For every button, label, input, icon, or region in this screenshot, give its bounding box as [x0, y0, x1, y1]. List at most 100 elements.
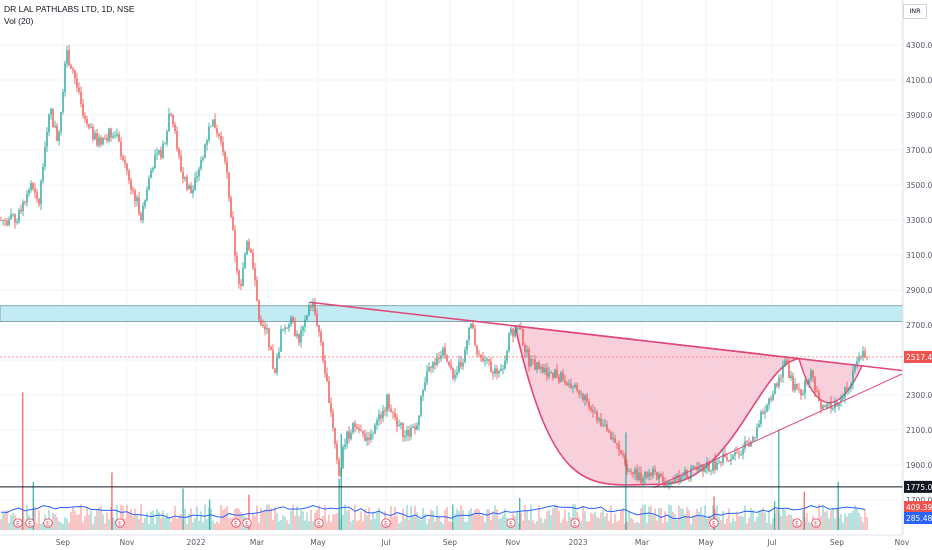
- volume-bar: [542, 522, 544, 530]
- candle-body: [276, 357, 278, 373]
- candle-body: [220, 135, 222, 142]
- candle-body: [832, 408, 834, 410]
- volume-bar: [84, 516, 86, 530]
- candle-body: [158, 150, 160, 154]
- volume-indicator-label[interactable]: Vol (20): [4, 16, 34, 26]
- candle-body: [162, 143, 164, 158]
- candle-body: [228, 172, 230, 198]
- candle-body: [576, 384, 578, 391]
- volume-bar: [106, 512, 108, 530]
- volume-bar: [304, 520, 306, 530]
- candle-body: [154, 154, 156, 169]
- last-price-badge-bg: [904, 350, 932, 363]
- price-axis[interactable]: 4300.00 4100.00 3900.00 3700.00 3500.00 3300.…: [902, 0, 932, 535]
- volume-bar: [846, 516, 848, 530]
- volume-bar: [708, 515, 710, 530]
- resistance-trendline: [309, 301, 903, 372]
- price-tick-label: 2700.00: [906, 321, 932, 330]
- candle-body: [694, 466, 696, 468]
- candle-body: [272, 349, 274, 369]
- volume-bar: [298, 515, 300, 530]
- candle-body: [500, 368, 502, 371]
- candle-body: [98, 137, 100, 146]
- candle-body: [812, 370, 814, 378]
- support-trendline: [653, 373, 903, 489]
- time-tick-label: 2022: [186, 538, 205, 547]
- volume-bar: [854, 505, 856, 530]
- candle-body: [32, 182, 34, 190]
- volume-bar: [590, 512, 592, 530]
- candle-body: [564, 380, 566, 383]
- candle-body: [632, 471, 634, 475]
- volume-bar: [628, 511, 630, 530]
- candle-body: [750, 441, 752, 447]
- volume-bar: [434, 521, 436, 530]
- volume-bar: [824, 512, 826, 530]
- volume-bar: [360, 511, 362, 530]
- candle-body: [42, 166, 44, 181]
- volume-bar: [803, 491, 806, 530]
- candle-body: [122, 156, 124, 161]
- candle-body: [150, 170, 152, 179]
- candle-body: [52, 108, 54, 128]
- candle-body: [202, 158, 204, 161]
- candle-body: [798, 388, 800, 390]
- volume-badge-bg: [904, 501, 932, 513]
- volume-bar: [228, 518, 230, 530]
- candle-body: [572, 387, 574, 389]
- candle-body: [468, 327, 470, 341]
- time-tick-label: May: [310, 538, 326, 547]
- volume-bar: [556, 505, 558, 530]
- volume-bar: [562, 518, 564, 530]
- volume-bar: [190, 508, 192, 530]
- price-tick-label: 1700.00: [906, 496, 932, 505]
- candle-body: [156, 153, 158, 155]
- candle-body: [682, 475, 684, 477]
- volume-bar: [625, 432, 627, 530]
- candle-body: [298, 334, 300, 343]
- candle-body: [372, 433, 374, 435]
- candle-body: [408, 430, 410, 437]
- volume-bar: [438, 515, 440, 530]
- earnings-marker-letter: E: [16, 520, 20, 527]
- volume-bar: [424, 514, 426, 530]
- volume-bar: [546, 511, 548, 530]
- drawings[interactable]: [0, 301, 903, 489]
- candle-body: [542, 366, 544, 373]
- candle-body: [370, 434, 372, 440]
- candle-body: [152, 168, 154, 171]
- volume-bar: [760, 509, 762, 530]
- candle-body: [628, 471, 630, 472]
- volume-bar: [296, 505, 298, 530]
- candle-body: [544, 368, 546, 373]
- volume-bar: [444, 509, 446, 530]
- candle-body: [602, 425, 604, 427]
- volume-bar: [150, 511, 152, 530]
- candle-body: [306, 314, 308, 320]
- cup-and-handle-pattern[interactable]: [513, 325, 864, 486]
- candle-body: [108, 128, 110, 141]
- volume-bar: [262, 510, 264, 530]
- volume-bar: [400, 521, 402, 530]
- candle-body: [568, 383, 570, 385]
- volume-bar: [372, 511, 374, 530]
- volume-bar: [704, 505, 706, 530]
- candle-body: [430, 367, 432, 368]
- candle-body: [388, 394, 390, 409]
- volume-bar: [668, 504, 670, 530]
- volume-bar: [610, 505, 612, 530]
- candle-body: [710, 470, 712, 472]
- candle-body: [558, 376, 560, 382]
- volume-bar: [860, 516, 862, 530]
- candle-body: [800, 389, 802, 396]
- candle-body: [352, 423, 354, 433]
- candle-body: [140, 213, 142, 221]
- volume-bar: [330, 522, 332, 530]
- candle-body: [708, 461, 710, 472]
- time-axis[interactable]: Sep Nov 2022 Mar May Jul Sep Nov 2023 Mar May Jul Se…: [0, 518, 910, 547]
- candle-body: [198, 168, 200, 177]
- candle-body: [384, 410, 386, 412]
- currency-button[interactable]: INR: [903, 4, 927, 19]
- volume-bar: [466, 521, 468, 530]
